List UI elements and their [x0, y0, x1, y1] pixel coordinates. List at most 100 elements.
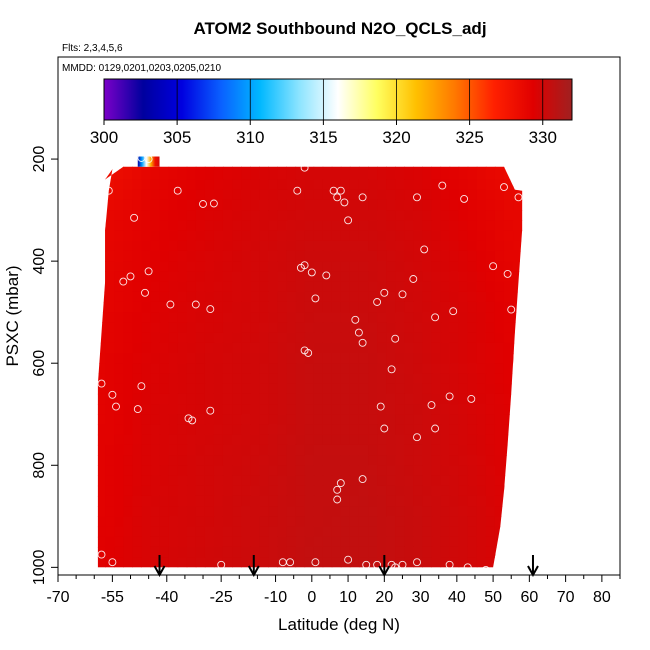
heatmap-cell: [105, 166, 115, 170]
heatmap-cell: [440, 373, 451, 385]
heatmap-cell: [485, 495, 496, 507]
heatmap-cell: [97, 373, 106, 385]
heatmap-cell: [503, 240, 514, 252]
heatmap-cell: [150, 281, 161, 293]
heatmap-cell: [150, 353, 161, 364]
heatmap-cell: [168, 169, 179, 181]
heatmap-cell: [449, 240, 460, 252]
heatmap-cell: [222, 475, 233, 487]
heatmap-cell: [141, 322, 152, 334]
heatmap-cell: [232, 475, 242, 487]
heatmap-cell: [268, 332, 278, 344]
heatmap-cell: [322, 261, 333, 272]
heatmap-cell: [331, 373, 342, 385]
heatmap-cell: [313, 506, 324, 517]
heatmap-cell: [476, 434, 487, 446]
heatmap-cell: [232, 424, 242, 436]
heatmap-cell: [295, 281, 306, 293]
heatmap-cell: [195, 312, 206, 323]
heatmap-cell: [531, 516, 541, 527]
observation-point: [322, 271, 331, 280]
heatmap-cell: [494, 332, 505, 344]
heatmap-cell: [177, 322, 188, 334]
observation-point: [373, 560, 382, 569]
heatmap-cell: [105, 363, 115, 375]
heatmap-cell: [431, 444, 442, 456]
heatmap-cell: [295, 312, 306, 323]
heatmap-cell: [204, 373, 215, 385]
heatmap-cell: [277, 455, 288, 466]
heatmap-cell: [241, 166, 251, 170]
heatmap-cell: [295, 342, 306, 354]
heatmap-cell: [268, 169, 278, 181]
heatmap-cell: [404, 312, 414, 323]
heatmap-cell: [141, 506, 152, 517]
heatmap-cell: [250, 495, 260, 507]
heatmap-cell: [522, 261, 523, 272]
heatmap-cell: [286, 332, 297, 344]
heatmap-cell: [259, 516, 269, 528]
heatmap-cell: [331, 169, 342, 181]
heatmap-cell: [476, 516, 487, 528]
heatmap-cell: [531, 200, 541, 211]
heatmap-cell: [413, 373, 423, 385]
heatmap-cell: [277, 250, 288, 262]
heatmap-cell: [377, 475, 387, 487]
heatmap-cell: [186, 383, 197, 395]
heatmap-cell: [222, 495, 233, 507]
heatmap-cell: [295, 261, 306, 272]
heatmap-cell: [377, 189, 387, 201]
heatmap-cell: [159, 301, 170, 313]
heatmap-cell: [458, 393, 469, 405]
heatmap-cell: [250, 444, 260, 456]
heatmap-cell: [467, 393, 478, 405]
x-tick-label: 80: [593, 589, 611, 606]
heatmap-cell: [222, 210, 233, 221]
heatmap-cell: [340, 179, 351, 191]
heatmap-cell: [449, 291, 460, 303]
heatmap-cell: [277, 220, 288, 232]
heatmap-cell: [458, 281, 469, 293]
heatmap-cell: [195, 373, 206, 385]
heatmap-cell: [485, 220, 496, 232]
heatmap-cell: [404, 404, 414, 415]
heatmap-cell: [114, 546, 124, 558]
heatmap-cell: [476, 393, 487, 405]
heatmap-cell: [141, 424, 152, 436]
heatmap-cell: [377, 353, 387, 364]
heatmap-cell: [304, 465, 315, 477]
heatmap-cell: [404, 495, 414, 507]
heatmap-cell: [413, 557, 423, 568]
heatmap-cell: [204, 404, 215, 415]
heatmap-cell: [386, 506, 396, 517]
heatmap-cell: [377, 485, 387, 497]
heatmap-cell: [431, 342, 442, 354]
heatmap-cell: [168, 424, 179, 436]
heatmap-cell: [485, 281, 496, 293]
heatmap-cell: [386, 189, 396, 201]
heatmap-cell: [358, 546, 369, 558]
heatmap-cell: [431, 434, 442, 446]
heatmap-cell: [349, 404, 360, 415]
heatmap-cell: [268, 424, 278, 436]
heatmap-cell: [105, 383, 115, 395]
heatmap-cell: [123, 383, 133, 395]
heatmap-cell: [368, 230, 378, 242]
heatmap-cell: [331, 444, 342, 456]
heatmap-cell: [368, 526, 378, 538]
heatmap-cell: [494, 546, 505, 558]
heatmap-cell: [286, 291, 297, 303]
heatmap-cell: [368, 495, 378, 507]
heatmap-cell: [213, 536, 224, 548]
observation-point: [173, 186, 182, 195]
heatmap-cell: [386, 169, 396, 181]
heatmap-cell: [241, 373, 251, 385]
heatmap-cell: [204, 526, 215, 538]
heatmap-cell: [259, 465, 269, 477]
heatmap-cell: [458, 434, 469, 446]
heatmap-cell: [114, 250, 124, 262]
heatmap-cell: [168, 353, 179, 364]
heatmap-cell: [141, 383, 152, 395]
heatmap-cell: [358, 322, 369, 334]
heatmap-cell: [395, 353, 405, 364]
